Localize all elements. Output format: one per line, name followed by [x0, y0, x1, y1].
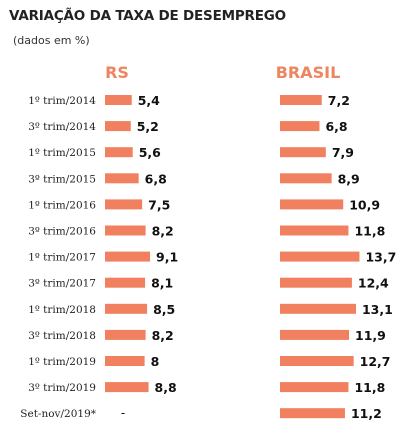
value-label-rs: 9,1: [156, 250, 178, 265]
category-label: 1º trim/2018: [28, 304, 96, 316]
bar-rs: [105, 121, 131, 132]
chart-subtitle: (dados em %): [13, 34, 90, 47]
category-label: 3º trim/2014: [28, 121, 96, 133]
value-label-rs: 8: [151, 354, 160, 369]
value-label-brasil: 11,8: [354, 224, 385, 239]
bar-brasil: [280, 277, 352, 288]
bar-brasil: [280, 199, 344, 210]
bar-brasil: [280, 121, 320, 132]
value-label-brasil: 12,4: [358, 276, 389, 291]
bar-rs: [105, 303, 148, 314]
value-label-rs: 7,5: [148, 197, 170, 212]
value-label-rs: 8,8: [155, 380, 177, 395]
bar-brasil: [280, 173, 332, 184]
value-label-brasil: 11,9: [355, 328, 386, 343]
bar-brasil: [280, 225, 349, 236]
bar-rs: [105, 147, 133, 158]
bar-rs: [105, 251, 151, 262]
category-label: 3º trim/2015: [28, 173, 96, 185]
value-label-brasil: 7,9: [332, 145, 354, 160]
value-label-rs: 6,8: [145, 171, 167, 186]
bar-brasil: [280, 356, 354, 366]
bar-brasil: [280, 408, 345, 419]
bar-rs: [105, 382, 149, 393]
value-label-brasil: 11,8: [354, 380, 385, 395]
value-label-brasil: 6,8: [325, 119, 347, 134]
category-label: 1º trim/2014: [28, 95, 96, 107]
bar-rs: [105, 173, 139, 184]
category-label: 1º trim/2016: [28, 199, 96, 211]
chart-title: VARIAÇÃO DA TAXA DE DESEMPREGO: [9, 8, 286, 24]
bar-brasil: [280, 303, 356, 314]
category-label: Set-nov/2019*: [20, 408, 96, 420]
value-label-brasil: 7,2: [328, 93, 350, 108]
value-label-rs: 5,2: [137, 119, 159, 134]
category-label: 1º trim/2019: [28, 356, 96, 368]
value-label-brasil: 8,9: [338, 171, 360, 186]
value-label-brasil: 12,7: [360, 354, 391, 369]
category-label: 3º trim/2019: [28, 382, 96, 394]
bar-rs: [105, 225, 146, 236]
bar-rs: [105, 199, 143, 210]
value-label-rs: 8,5: [153, 302, 175, 317]
category-label: 1º trim/2015: [28, 147, 96, 159]
bar-rs: [105, 95, 132, 105]
value-label-brasil: 10,9: [349, 197, 380, 212]
value-label-rs: 5,6: [139, 145, 161, 160]
bar-brasil: [280, 329, 350, 340]
value-label-brasil: 13,7: [365, 250, 396, 265]
value-label-rs: 8,2: [152, 224, 174, 239]
category-label: 1º trim/2017: [28, 252, 96, 264]
value-label-rs: -: [121, 406, 125, 420]
series-header-brasil: BRASIL: [276, 63, 341, 82]
bar-rs: [105, 329, 146, 340]
category-label: 3º trim/2017: [28, 278, 96, 290]
bar-brasil: [280, 95, 322, 105]
value-label-rs: 8,2: [152, 328, 174, 343]
series-header-rs: RS: [105, 63, 129, 82]
value-label-brasil: 13,1: [362, 302, 393, 317]
value-label-rs: 5,4: [138, 93, 160, 108]
category-label: 3º trim/2018: [28, 330, 96, 342]
bar-brasil: [280, 382, 349, 393]
bar-brasil: [280, 251, 360, 262]
bar-rs: [105, 277, 146, 288]
bar-rs: [105, 356, 145, 366]
value-label-brasil: 11,2: [351, 406, 382, 421]
bar-brasil: [280, 147, 326, 158]
value-label-rs: 8,1: [151, 276, 173, 291]
category-label: 3º trim/2016: [28, 226, 96, 238]
